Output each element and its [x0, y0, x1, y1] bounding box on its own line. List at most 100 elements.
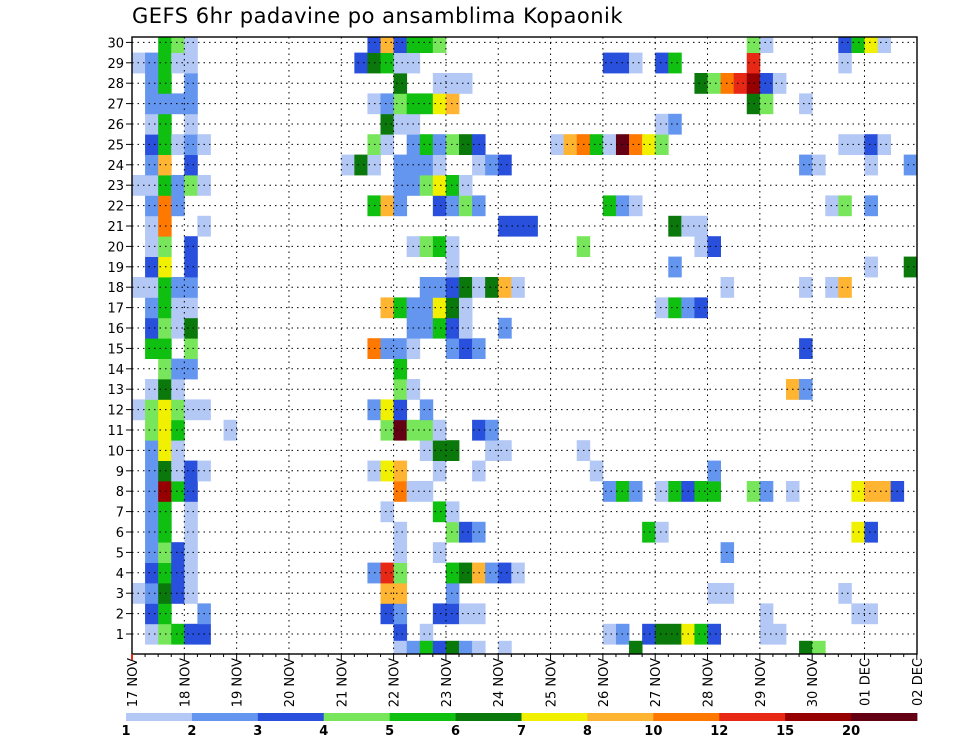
y-tick-label: 30 — [107, 36, 124, 51]
heatmap-cell — [694, 215, 708, 237]
heatmap-cell — [419, 317, 434, 339]
heatmap-cell — [668, 113, 682, 135]
heatmap-cell — [485, 562, 499, 584]
heatmap-cell — [459, 640, 473, 655]
colorbar-label: 3 — [253, 724, 262, 739]
heatmap-cell — [380, 583, 394, 604]
colorbar-label: 6 — [451, 724, 460, 739]
heatmap-cell — [419, 297, 434, 319]
heatmap-cell — [380, 93, 394, 115]
y-tick-label: 29 — [107, 57, 124, 72]
heatmap-cell — [393, 640, 408, 655]
heatmap-cell — [707, 236, 721, 257]
heatmap-cell — [158, 603, 172, 625]
heatmap-cell — [432, 154, 447, 176]
heatmap-cell — [655, 52, 669, 74]
heatmap-cell — [419, 440, 434, 461]
heatmap-cell — [158, 317, 172, 339]
heatmap-cell — [838, 583, 852, 604]
heatmap-cell — [184, 460, 198, 482]
heatmap-cell — [602, 623, 617, 645]
colorbar-label: 2 — [187, 724, 196, 739]
chart-title: GEFS 6hr padavine po ansamblima Kopaonik — [132, 4, 624, 28]
heatmap-cell — [145, 195, 159, 217]
colorbar-label: 1 — [121, 724, 130, 739]
heatmap-cell — [746, 37, 761, 53]
heatmap-cell — [485, 419, 499, 441]
heatmap-cell — [406, 37, 421, 53]
heatmap-cell — [419, 175, 434, 196]
heatmap-cell — [158, 521, 172, 543]
colorbar-swatch — [785, 713, 852, 721]
colorbar-legend: 1 2 3 4 5 6 7 8 10 12 15 20 — [121, 713, 918, 739]
heatmap-cell — [158, 379, 172, 400]
heatmap-cell — [864, 256, 878, 278]
heatmap-cell — [864, 481, 878, 502]
heatmap-cell — [432, 73, 447, 94]
heatmap-cell — [393, 603, 408, 625]
heatmap-cell — [145, 277, 159, 298]
heatmap-cell — [459, 521, 473, 543]
heatmap-cell — [184, 542, 198, 563]
heatmap-cell — [380, 603, 394, 625]
heatmap-cell — [419, 419, 434, 441]
heatmap-cell — [432, 603, 447, 625]
heatmap-cell — [158, 113, 172, 135]
y-tick-label: 9 — [116, 465, 124, 480]
heatmap-cell — [158, 175, 172, 196]
heatmap-cell — [655, 134, 669, 155]
heatmap-cell — [380, 562, 394, 584]
heatmap-cell — [158, 277, 172, 298]
heatmap-cell — [629, 52, 643, 74]
heatmap-cell — [158, 460, 172, 482]
heatmap-cell — [171, 358, 185, 380]
heatmap-cell — [694, 623, 708, 645]
heatmap-cell — [759, 603, 774, 625]
heatmap-cell — [380, 134, 394, 155]
heatmap-cell — [445, 440, 460, 461]
heatmap-cell — [459, 73, 473, 94]
heatmap-cell — [184, 358, 198, 380]
heatmap-cell — [171, 419, 185, 441]
heatmap-cell — [459, 195, 473, 217]
heatmap-cell — [171, 399, 185, 421]
heatmap-cell — [393, 583, 408, 604]
x-tick-label: 19 NOV — [231, 658, 246, 707]
heatmap-cell — [838, 134, 852, 155]
y-tick-label: 3 — [116, 587, 124, 602]
heatmap-cell — [184, 317, 198, 339]
heatmap-cell — [145, 460, 159, 482]
heatmap-cell — [485, 277, 499, 298]
heatmap-cell — [707, 481, 721, 502]
heatmap-cell — [642, 134, 656, 155]
heatmap-cell — [864, 37, 878, 53]
heatmap-cell — [432, 236, 447, 257]
y-tick-label: 2 — [116, 608, 124, 623]
heatmap-cell — [707, 583, 721, 604]
heatmap-cell — [145, 93, 159, 115]
heatmap-cell — [419, 640, 434, 655]
heatmap-cell — [589, 460, 604, 482]
heatmap-cell — [184, 562, 198, 584]
heatmap-cell — [459, 317, 473, 339]
colorbar-label: 4 — [319, 724, 328, 739]
heatmap-cell — [498, 440, 512, 461]
heatmap-cell — [838, 37, 852, 53]
heatmap-cell — [485, 440, 499, 461]
heatmap-cell — [145, 175, 159, 196]
colorbar-label: 12 — [710, 724, 728, 739]
heatmap-cell — [655, 623, 669, 645]
heatmap-cell — [550, 134, 565, 155]
heatmap-cell — [629, 481, 643, 502]
x-tick-label: 28 NOV — [702, 658, 717, 707]
heatmap-cell — [459, 603, 473, 625]
y-tick-label: 15 — [107, 342, 124, 357]
heatmap-cell — [694, 236, 708, 257]
heatmap-cell — [432, 440, 447, 461]
colorbar-swatch — [389, 713, 456, 721]
heatmap-cell — [498, 277, 512, 298]
heatmap-cell — [184, 175, 198, 196]
heatmap-cell — [171, 583, 185, 604]
heatmap-cell — [629, 195, 643, 217]
colorbar-label: 7 — [517, 724, 526, 739]
